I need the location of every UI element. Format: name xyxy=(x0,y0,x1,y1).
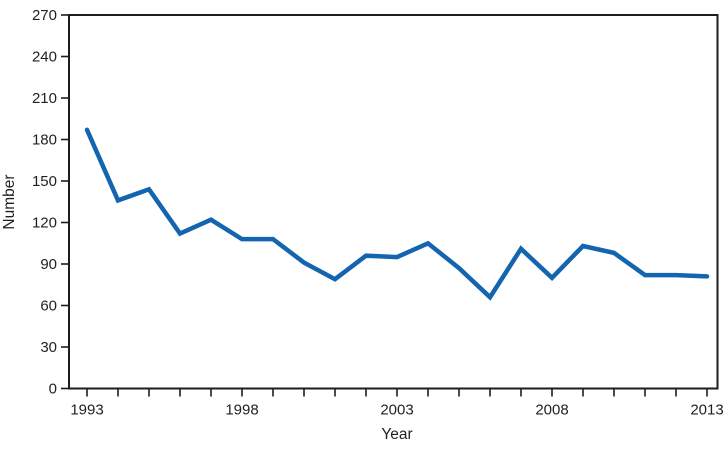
x-tick-label: 2013 xyxy=(690,402,723,419)
y-tick-label: 240 xyxy=(32,49,57,66)
chart-generated-layer: 0 30 60 90 120 150 180 210 240 270 1993 1998 2003 200… xyxy=(32,7,724,419)
y-axis-title: Number xyxy=(1,174,18,229)
y-tick-label: 0 xyxy=(49,381,57,398)
x-tick-label: 2008 xyxy=(535,402,568,419)
plot-frame xyxy=(68,14,719,390)
y-tick-label: 60 xyxy=(40,298,57,315)
x-tick-label: 1993 xyxy=(70,402,103,419)
y-tick-label: 120 xyxy=(32,215,57,232)
y-tick-label: 30 xyxy=(40,339,57,356)
y-tick-label: 180 xyxy=(32,132,57,149)
x-axis-title: Year xyxy=(381,426,412,443)
y-tick-label: 210 xyxy=(32,90,57,107)
data-line xyxy=(84,127,710,301)
y-tick-label: 150 xyxy=(32,173,57,190)
y-tick-label: 90 xyxy=(40,256,57,273)
x-tick-label: 1998 xyxy=(225,402,258,419)
y-tick-label: 270 xyxy=(32,7,57,24)
x-tick-label: 2003 xyxy=(380,402,413,419)
